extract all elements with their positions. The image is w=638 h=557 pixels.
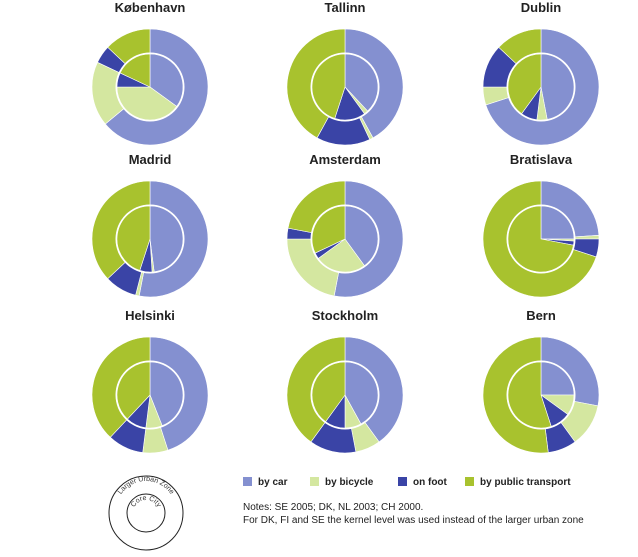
madrid-inner-slice-car xyxy=(149,205,184,273)
bern-inner-slice-public-transport xyxy=(507,361,552,429)
tallinn-inner-slice-public-transport xyxy=(311,53,346,119)
bern-inner-slice-car xyxy=(540,361,575,396)
note-line-2: For DK, FI and SE the kernel level was u… xyxy=(243,515,584,526)
legend: by car by bicycle on foot by public tran… xyxy=(243,477,571,488)
zone-outer-circle xyxy=(108,475,184,551)
city-title-kobenhavn: København xyxy=(115,0,186,15)
madrid-inner-slice-public-transport xyxy=(116,205,151,271)
kobenhavn-inner-slice-bicycle xyxy=(116,86,178,121)
amsterdam-inner-slice-car xyxy=(344,205,379,267)
legend-label-foot: on foot xyxy=(413,477,448,488)
city-pies: København Tallinn Dublin Madrid Amsterdam Bra… xyxy=(91,0,600,454)
amsterdam-inner-slice-bicycle xyxy=(317,238,365,273)
legend-swatch-foot xyxy=(398,477,407,486)
legend-swatch-public-transport xyxy=(465,477,474,486)
bratislava-inner-slice-public-transport xyxy=(507,205,574,273)
kobenhavn-inner-slice-car xyxy=(149,53,184,107)
dublin-inner-slice-car xyxy=(540,53,575,120)
dublin-inner-slice-public-transport xyxy=(507,53,542,115)
legend-swatch-bicycle xyxy=(310,477,319,486)
zone-inner-label: Core City xyxy=(130,495,162,509)
svg-text:Core City: Core City xyxy=(130,495,162,509)
city-title-tallinn: Tallinn xyxy=(325,0,366,15)
bratislava-inner-slice-car xyxy=(540,205,575,240)
city-title-madrid: Madrid xyxy=(129,152,172,167)
legend-label-bicycle: by bicycle xyxy=(325,477,374,488)
legend-label-car: by car xyxy=(258,477,288,488)
note-line-1: Notes: SE 2005; DK, NL 2003; CH 2000. xyxy=(243,502,423,513)
legend-swatch-car xyxy=(243,477,252,486)
city-title-amsterdam: Amsterdam xyxy=(309,152,381,167)
amsterdam-inner-slice-public-transport xyxy=(311,205,346,254)
stockholm-inner-slice-public-transport xyxy=(311,361,346,423)
helsinki-inner-slice-public-transport xyxy=(116,361,151,420)
legend-label-public-transport: by public transport xyxy=(480,477,571,488)
svg-text:Larger Urban Zone: Larger Urban Zone xyxy=(117,476,175,496)
zone-outer-label: Larger Urban Zone xyxy=(117,476,175,496)
city-title-bratislava: Bratislava xyxy=(510,152,573,167)
zone-diagram: Larger Urban Zone Core City xyxy=(108,475,184,551)
helsinki-inner-slice-car xyxy=(149,361,184,427)
city-title-stockholm: Stockholm xyxy=(312,308,378,323)
stockholm-inner-slice-car xyxy=(344,361,379,425)
city-title-helsinki: Helsinki xyxy=(125,308,175,323)
tallinn-inner-slice-car xyxy=(344,53,379,112)
city-title-dublin: Dublin xyxy=(521,0,561,15)
city-title-bern: Bern xyxy=(526,308,556,323)
kobenhavn-inner-slice-public-transport xyxy=(119,53,151,88)
zone-inner-circle xyxy=(126,493,166,533)
